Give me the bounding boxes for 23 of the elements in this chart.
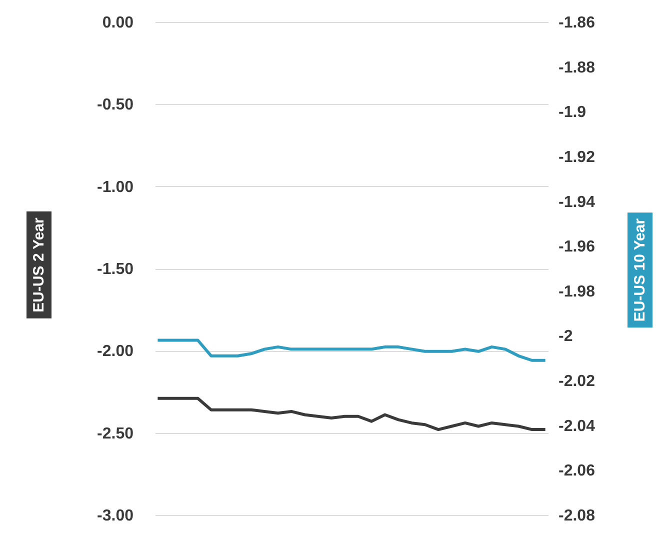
y2-tick-label: -1.96 <box>558 238 596 256</box>
y-tick-label: -1.00 <box>97 178 134 196</box>
y-axis-title: EU-US 2 Year <box>26 212 52 318</box>
y2-tick-label: -2.06 <box>558 462 596 480</box>
y-tick-label: -0.50 <box>97 96 134 114</box>
line-series <box>156 396 547 432</box>
y2-tick-label: -2.08 <box>558 508 596 524</box>
y2-tick-label: -1.98 <box>558 283 596 300</box>
y2-tick-label: -1.94 <box>558 194 596 211</box>
y2-tick-label: -1.9 <box>558 104 586 122</box>
y-tick-label: -2.50 <box>97 425 134 442</box>
y-tick-label: -3.00 <box>97 508 134 524</box>
y2-tick-label: -1.86 <box>558 14 596 32</box>
y2-tick-label: -1.92 <box>558 148 596 166</box>
y-tick-label: 0.00 <box>102 14 134 32</box>
y2-tick-label: -1.88 <box>558 59 596 76</box>
y2-axis-title: EU-US 10 Year <box>628 212 652 328</box>
y-tick-label: -1.50 <box>97 261 134 278</box>
line-series <box>156 338 547 362</box>
y2-tick-label: -2.04 <box>558 418 596 435</box>
y2-tick-label: -2 <box>558 328 573 346</box>
y-tick-label: -2.00 <box>97 343 134 360</box>
y2-tick-label: -2.02 <box>558 373 596 390</box>
